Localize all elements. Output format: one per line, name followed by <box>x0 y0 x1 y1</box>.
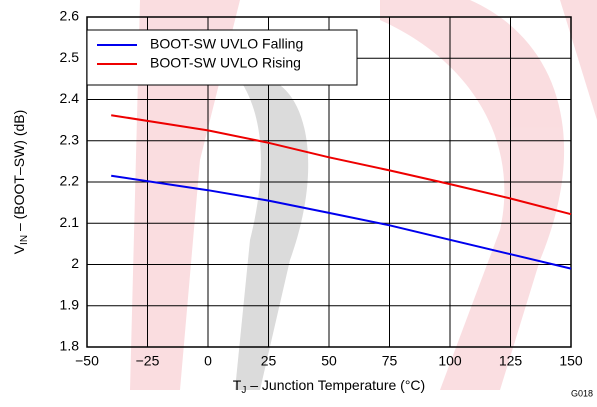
y-tick-label: 1.9 <box>60 296 80 312</box>
y-tick-label: 2.5 <box>60 49 80 65</box>
legend-label: BOOT-SW UVLO Falling <box>150 36 303 52</box>
x-tick-label: 75 <box>382 353 398 369</box>
legend-label: BOOT-SW UVLO Rising <box>150 55 301 71</box>
y-tick-label: 2.6 <box>60 8 80 24</box>
legend: BOOT-SW UVLO Falling BOOT-SW UVLO Rising <box>86 29 358 86</box>
x-tick-label: −25 <box>136 353 160 369</box>
y-tick-label: 2 <box>71 255 79 271</box>
y-tick-label: 2.3 <box>60 131 80 147</box>
y-axis-label: VIN – (BOOT–SW) (dB) <box>11 110 30 255</box>
x-tick-label: 0 <box>204 353 212 369</box>
figure-id: G018 <box>571 388 593 398</box>
legend-box <box>86 29 358 86</box>
y-tick-label: 1.8 <box>60 338 80 354</box>
x-tick-label: −50 <box>75 353 99 369</box>
x-tick-label: 150 <box>559 353 583 369</box>
watermark <box>130 0 597 391</box>
y-tick-label: 2.2 <box>60 173 80 189</box>
x-tick-label: 100 <box>438 353 462 369</box>
series-line <box>111 114 572 216</box>
series-line <box>111 174 572 270</box>
plot-frame <box>86 16 572 348</box>
y-tick-label: 2.1 <box>60 214 80 230</box>
x-tick-label: 50 <box>321 353 337 369</box>
y-tick-label: 2.4 <box>60 90 80 106</box>
x-tick-label: 25 <box>261 353 277 369</box>
x-tick-label: 125 <box>499 353 523 369</box>
x-axis-label: TJ – Junction Temperature (°C) <box>233 377 425 396</box>
